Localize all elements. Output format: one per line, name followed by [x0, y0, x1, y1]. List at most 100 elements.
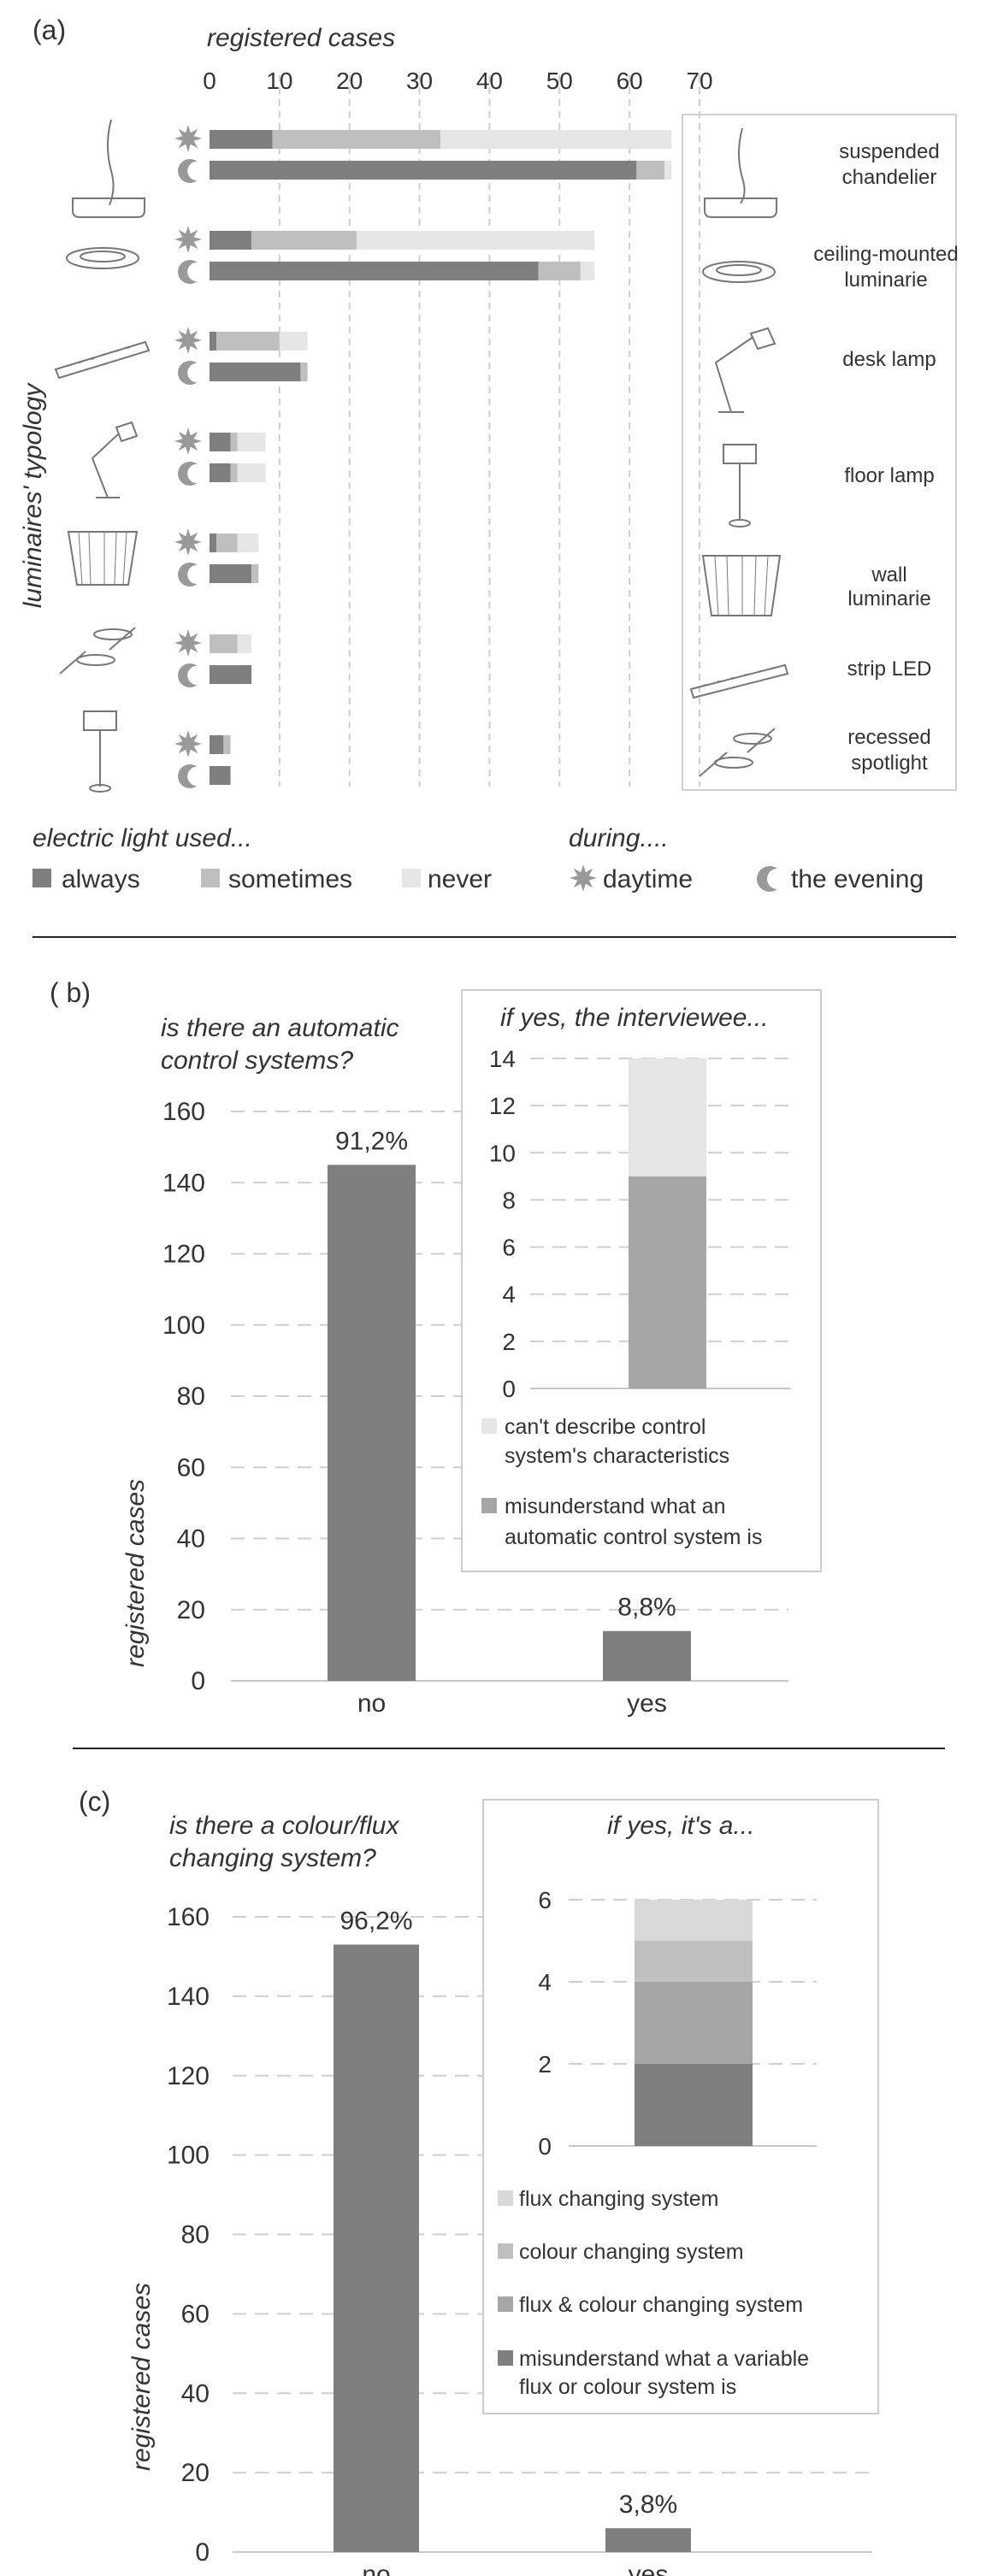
panel-a-label: (a) [32, 15, 66, 45]
a-bar-ceiling-evening-never [580, 262, 595, 280]
panel-a-bars [210, 130, 672, 785]
stacked-bar-segment [629, 1058, 706, 1176]
bar-yes [603, 1630, 691, 1681]
y-tick-label: 12 [489, 1093, 516, 1119]
panel-b-inset-title: if yes, the interviewee... [500, 1004, 768, 1032]
y-tick-label: 40 [177, 1525, 205, 1553]
legend-during-title: during.... [569, 824, 669, 852]
panel-c: (c) is there a colour/flux changing syst… [79, 1786, 879, 2576]
label-desk: desk lamp [842, 348, 936, 371]
y-tick-label: 160 [167, 1903, 210, 1931]
y-tick-label: 2 [502, 1329, 516, 1355]
daytime-icon [174, 226, 202, 253]
label-wall-2: luminarie [847, 587, 930, 610]
y-tick-label: 4 [502, 1282, 516, 1308]
inset-b-legend-swatch-1 [481, 1418, 497, 1434]
a-bar-floor-daytime-always [210, 433, 231, 451]
a-bar-strip-evening-always [210, 665, 252, 684]
y-tick-label: 60 [177, 1453, 205, 1482]
data-label: 8,8% [617, 1594, 676, 1622]
legend-never-label: never [428, 865, 492, 893]
label-ceiling-1: ceiling-mounted [813, 243, 958, 266]
daytime-icon [174, 629, 202, 657]
inset-c-legend-swatch-2 [498, 2243, 513, 2259]
a-bar-strip-daytime-sometimes [210, 634, 238, 653]
legend-daytime-label: daytime [603, 865, 693, 893]
y-tick-label: 20 [177, 1596, 205, 1624]
a-bar-wall-daytime-always [210, 533, 217, 552]
a-x-tick-label: 0 [203, 68, 216, 94]
panel-c-inset-legend: flux changing system colour changing sys… [498, 2187, 809, 2399]
y-tick-label: 120 [167, 2062, 210, 2090]
x-category-label: no [362, 2561, 390, 2576]
y-tick-label: 0 [502, 1376, 516, 1402]
floor-lamp-icon [83, 710, 117, 793]
a-bar-recessed-daytime-sometimes [223, 735, 231, 754]
recessed-spotlight-icon [59, 627, 136, 675]
a-bar-suspended-daytime-never [440, 130, 672, 149]
panel-a-period-icons [174, 125, 202, 788]
y-tick-label: 0 [538, 2133, 552, 2160]
a-bar-floor-evening-never [237, 463, 266, 482]
y-tick-label: 14 [489, 1046, 516, 1072]
legend-recessed-spotlight-icon [699, 728, 776, 777]
panel-a-typology-labels: suspended chandelier ceiling-mounted lum… [813, 140, 958, 775]
daytime-icon [174, 327, 202, 354]
inset-b-legend-swatch-2 [481, 1498, 497, 1513]
data-label: 3,8% [619, 2491, 677, 2519]
legend-evening-icon [757, 866, 777, 893]
panel-b-inset-chart: 0 2 4 6 8 10 12 14 [489, 1046, 791, 1402]
y-tick-label: 6 [502, 1235, 516, 1261]
a-bar-wall-daytime-sometimes [216, 533, 238, 552]
legend-evening-label: the evening [791, 865, 924, 893]
y-tick-label: 10 [489, 1140, 516, 1166]
evening-icon [178, 663, 198, 688]
a-bar-ceiling-evening-always [210, 262, 539, 280]
legend-suspended-chandelier-icon [704, 127, 777, 218]
a-bar-recessed-evening-always [210, 766, 231, 785]
a-bar-ceiling-evening-sometimes [538, 262, 581, 280]
a-bar-desk-daytime-sometimes [216, 332, 280, 351]
inset-c-legend-1: flux changing system [519, 2187, 718, 2211]
a-bar-floor-evening-sometimes [230, 463, 238, 482]
inset-c-legend-4-line-2: flux or colour system is [519, 2375, 736, 2399]
legend-always-swatch [32, 869, 51, 887]
stacked-bar-segment [635, 1900, 753, 1941]
x-category-label: no [357, 1689, 386, 1718]
panel-c-label: (c) [79, 1786, 110, 1817]
panel-c-inset-chart: 0 2 4 6 [538, 1887, 817, 2160]
panel-c-inset-title: if yes, it's a... [607, 1812, 754, 1840]
inset-c-legend-swatch-3 [498, 2296, 513, 2312]
a-bar-desk-daytime-never [279, 332, 308, 351]
evening-icon [178, 563, 198, 587]
inset-c-legend-swatch-1 [498, 2190, 513, 2206]
a-bar-suspended-daytime-always [210, 130, 273, 149]
y-tick-label: 140 [162, 1169, 205, 1197]
a-bar-recessed-daytime-always [210, 735, 224, 754]
a-bar-ceiling-daytime-always [210, 231, 252, 250]
inset-b-legend-1-line-2: system's characteristics [505, 1444, 729, 1468]
evening-icon [178, 462, 198, 486]
legend-floor-lamp-icon [723, 444, 757, 528]
legend-wall-luminarie-icon [701, 555, 782, 616]
legend-during: daytime the evening [570, 864, 924, 893]
a-bar-desk-evening-sometimes [300, 363, 308, 381]
label-wall-1: wall [871, 563, 906, 587]
a-bar-suspended-evening-always [210, 161, 637, 180]
panel-a-typology-legend-box [682, 114, 957, 791]
data-label: 91,2% [335, 1127, 408, 1155]
a-bar-desk-daytime-always [210, 332, 217, 351]
daytime-icon [174, 427, 202, 455]
a-bar-ceiling-daytime-never [356, 231, 595, 250]
a-x-tick-label: 10 [266, 68, 292, 94]
panel-b-inset-legend: can't describe control system's characte… [481, 1415, 763, 1549]
legend-ceiling-mounted-icon [702, 261, 776, 283]
x-category-label: yes [627, 1689, 667, 1718]
evening-icon [178, 260, 198, 285]
a-x-tick-label: 40 [476, 68, 503, 94]
label-floor: floor lamp [844, 464, 934, 487]
a-x-tick-label: 50 [546, 68, 573, 94]
y-tick-label: 120 [162, 1241, 205, 1269]
y-tick-label: 2 [538, 2051, 552, 2078]
